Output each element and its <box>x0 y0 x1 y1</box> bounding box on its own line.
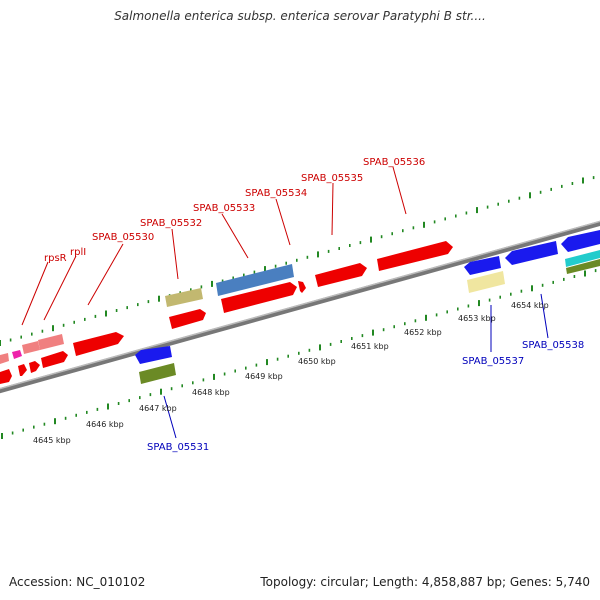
gene-label-SPAB_05532[interactable]: SPAB_05532 <box>140 218 202 229</box>
scale-label-4648: 4648 kbp <box>192 388 230 397</box>
gene-arrow-SPAB_05530[interactable] <box>73 332 124 356</box>
topology-stats-label: Topology: circular; Length: 4,858,887 bp… <box>260 575 590 589</box>
gene-label-rplI[interactable]: rplI <box>70 247 86 258</box>
gene-arrow-SPAB_05536[interactable] <box>377 241 453 271</box>
gene-arrow-SPAB_05535[interactable] <box>315 263 367 287</box>
gene-arrow-lower-red-3[interactable] <box>29 361 40 373</box>
scale-label-4654: 4654 kbp <box>511 301 549 310</box>
gene-arrow-small-pink[interactable] <box>38 334 64 350</box>
gene-label-SPAB_05535[interactable]: SPAB_05535 <box>301 173 363 184</box>
gene-arrow-blue-1[interactable] <box>135 346 172 364</box>
gene-label-SPAB_05530[interactable]: SPAB_05530 <box>92 232 154 243</box>
gene-label-SPAB_05536[interactable]: SPAB_05536 <box>363 157 425 168</box>
scale-labels: 4645 kbp 4646 kbp 4647 kbp 4648 kbp 4649… <box>33 301 549 445</box>
gene-label-SPAB_05538[interactable]: SPAB_05538 <box>522 340 584 351</box>
gene-arrow-lower-red-2[interactable] <box>18 364 27 376</box>
scale-label-4653: 4653 kbp <box>458 314 496 323</box>
gene-arrow-SPAB_05534[interactable] <box>221 282 297 313</box>
gene-label-rpsR[interactable]: rpsR <box>44 253 67 264</box>
gene-arrow-left-fragment[interactable] <box>0 353 9 364</box>
gene-arrow-olive-right[interactable] <box>566 259 600 274</box>
scale-label-4650: 4650 kbp <box>298 357 336 366</box>
gene-arrow-khaki[interactable] <box>165 288 203 307</box>
gene-arrow-SPAB_05532[interactable] <box>169 309 206 329</box>
gene-arrow-blue-4[interactable] <box>561 230 600 252</box>
genome-title: Salmonella enterica subsp. enterica sero… <box>114 9 486 23</box>
gene-arrow-rpsR[interactable] <box>12 350 22 359</box>
gene-arrow-blue-3[interactable] <box>505 241 558 265</box>
scale-label-4649: 4649 kbp <box>245 372 283 381</box>
tick-row-upper <box>0 176 595 346</box>
gene-arrow-lower-red-4[interactable] <box>41 351 68 368</box>
gene-arrow-SPAB_05531[interactable] <box>139 363 176 384</box>
gene-arrow-rplI[interactable] <box>22 341 40 354</box>
forward-genes <box>0 241 453 384</box>
scale-label-4646: 4646 kbp <box>86 420 124 429</box>
scale-label-4652: 4652 kbp <box>404 328 442 337</box>
reverse-genes <box>135 230 600 384</box>
scale-label-4651: 4651 kbp <box>351 342 389 351</box>
gene-arrow-tiny-red[interactable] <box>298 281 306 293</box>
gene-arrow-SPAB_05537[interactable] <box>467 271 505 293</box>
tick-row-lower <box>1 269 597 439</box>
label-leaders <box>21 166 549 439</box>
gene-arrow-lower-red-1[interactable] <box>0 369 12 384</box>
gene-arrow-SPAB_05533[interactable] <box>216 264 294 296</box>
gene-label-SPAB_05534[interactable]: SPAB_05534 <box>245 188 307 199</box>
forward-gene-labels: rpsR rplI SPAB_05530 SPAB_05532 SPAB_055… <box>44 157 425 264</box>
gene-label-SPAB_05537[interactable]: SPAB_05537 <box>462 356 524 367</box>
gene-arrow-blue-2[interactable] <box>464 256 501 275</box>
scale-label-4647: 4647 kbp <box>139 404 177 413</box>
genome-backbone <box>0 220 600 394</box>
accession-label: Accession: NC_010102 <box>9 575 146 589</box>
gene-label-SPAB_05531[interactable]: SPAB_05531 <box>147 442 209 453</box>
scale-label-4645: 4645 kbp <box>33 436 71 445</box>
reverse-gene-labels: SPAB_05531 SPAB_05537 SPAB_05538 <box>147 340 584 453</box>
gene-label-SPAB_05533[interactable]: SPAB_05533 <box>193 203 255 214</box>
gene-arrow-cyan[interactable] <box>565 250 600 267</box>
